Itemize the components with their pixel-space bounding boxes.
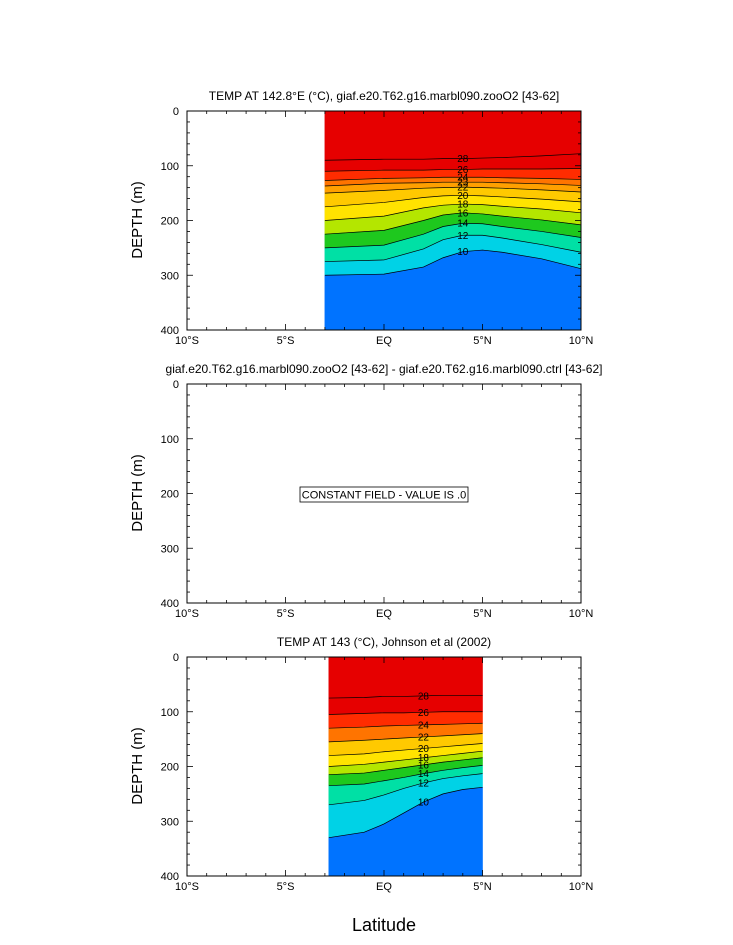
- x-tick-label: 5°S: [277, 335, 295, 347]
- contour-label-24: 24: [457, 173, 469, 184]
- y-tick-label: 0: [173, 106, 179, 118]
- y-tick-label: 300: [161, 816, 179, 828]
- panel-1-y-axis-label: DEPTH (m): [129, 181, 146, 259]
- contour-line-12: [328, 773, 483, 806]
- y-tick-label: 100: [161, 707, 179, 719]
- contour-label-22: 22: [457, 183, 469, 194]
- y-tick-label: 200: [161, 762, 179, 774]
- contour-line-12: [324, 234, 582, 262]
- contour-label-14: 14: [418, 769, 430, 780]
- contour-label-12: 12: [457, 231, 469, 242]
- y-tick-label: 400: [161, 325, 179, 337]
- contour-label-26: 26: [418, 708, 430, 719]
- y-tick-label: 100: [161, 161, 179, 173]
- contour-label-18: 18: [457, 200, 469, 211]
- x-tick-label: EQ: [376, 608, 392, 620]
- y-tick-label: 300: [161, 270, 179, 282]
- y-tick-label: 300: [161, 543, 179, 555]
- constant-field-annotation: CONSTANT FIELD - VALUE IS .0: [302, 490, 466, 502]
- contour-label-16: 16: [457, 208, 469, 219]
- panel-1-title: TEMP AT 142.8°E (°C), giaf.e20.T62.g16.m…: [209, 89, 559, 103]
- contour-line-22: [324, 186, 582, 194]
- contour-label-26: 26: [457, 165, 469, 176]
- y-tick-label: 200: [161, 489, 179, 501]
- panel-1-ticks: 10°S 5°S EQ 5°N 10°N 0 100 200 300 400: [161, 106, 594, 347]
- panel-2-y-axis-label: DEPTH (m): [129, 454, 146, 532]
- contour-label-24: 24: [418, 720, 430, 731]
- x-tick-label: 5°S: [277, 881, 295, 893]
- panel-1-filled-contours: [324, 110, 582, 331]
- contour-line-23: [324, 181, 582, 187]
- y-tick-label: 400: [161, 871, 179, 883]
- contour-label-23: 23: [457, 178, 469, 189]
- x-tick-label: 10°N: [569, 608, 594, 620]
- constant-field-box: [299, 486, 469, 503]
- contour-label-10: 10: [457, 247, 469, 258]
- contour-label-20: 20: [457, 191, 469, 202]
- contour-line-18: [328, 750, 483, 767]
- contour-line-14: [328, 765, 483, 787]
- contour-label-28: 28: [457, 154, 469, 165]
- x-tick-label: 10°N: [569, 335, 594, 347]
- panel-3-ticks: 10°S 5°S EQ 5°N 10°N 0 100 200 300 400: [161, 652, 594, 893]
- contour-line-16: [328, 757, 483, 776]
- x-tick-label: 5°S: [277, 608, 295, 620]
- x-tick-label: 5°N: [473, 608, 492, 620]
- contour-line-28: [328, 694, 483, 699]
- contour-line-26: [328, 711, 483, 715]
- contour-label-10: 10: [418, 798, 430, 809]
- panel-3-y-axis-label: DEPTH (m): [129, 727, 146, 805]
- panel-3-contour-lines: [328, 694, 483, 839]
- contour-line-16: [324, 212, 582, 235]
- contour-label-28: 28: [418, 691, 430, 702]
- warmest-band: [328, 656, 483, 699]
- contour-label-12: 12: [418, 778, 430, 789]
- panel-1-contour-lines: [324, 153, 582, 276]
- x-tick-label: 5°N: [473, 335, 492, 347]
- y-tick-label: 200: [161, 216, 179, 228]
- contour-line-22: [328, 733, 483, 743]
- contour-line-14: [324, 222, 582, 249]
- x-tick-label: EQ: [376, 881, 392, 893]
- contour-line-26: [324, 168, 582, 172]
- x-tick-label: EQ: [376, 335, 392, 347]
- contour-label-14: 14: [457, 219, 469, 230]
- y-tick-label: 400: [161, 598, 179, 610]
- contour-label-20: 20: [418, 744, 430, 755]
- x-tick-label: 10°S: [175, 881, 199, 893]
- x-tick-label: 10°N: [569, 881, 594, 893]
- contour-line-18: [324, 203, 582, 221]
- y-tick-label: 0: [173, 379, 179, 391]
- contour-label-16: 16: [418, 760, 430, 771]
- contour-line-24: [328, 722, 483, 729]
- warmest-band: [324, 110, 582, 161]
- y-tick-label: 100: [161, 434, 179, 446]
- contour-line-24: [324, 176, 582, 181]
- x-tick-label: 10°S: [175, 608, 199, 620]
- panel-difference: 10°S 5°S EQ 5°N 10°N 0 100 200 300 400 giaf.e20.T…: [129, 362, 602, 620]
- x-tick-label: 10°S: [175, 335, 199, 347]
- contour-line-20: [324, 194, 582, 208]
- y-tick-label: 0: [173, 652, 179, 664]
- contour-line-10: [328, 786, 483, 839]
- contour-line-20: [328, 743, 483, 756]
- contour-line-28: [324, 153, 582, 161]
- panel-2-title: giaf.e20.T62.g16.marbl090.zooO2 [43-62] …: [166, 362, 603, 376]
- panel-3-title: TEMP AT 143 (°C), Johnson et al (2002): [277, 635, 491, 649]
- x-tick-label: 5°N: [473, 881, 492, 893]
- contour-line-10: [324, 249, 582, 276]
- x-axis-label: Latitude: [352, 915, 416, 935]
- panel-3-filled-contours: [328, 656, 483, 877]
- contour-label-22: 22: [418, 732, 430, 743]
- panel-2-ticks: 10°S 5°S EQ 5°N 10°N 0 100 200 300 400: [161, 379, 594, 620]
- contour-label-18: 18: [418, 753, 430, 764]
